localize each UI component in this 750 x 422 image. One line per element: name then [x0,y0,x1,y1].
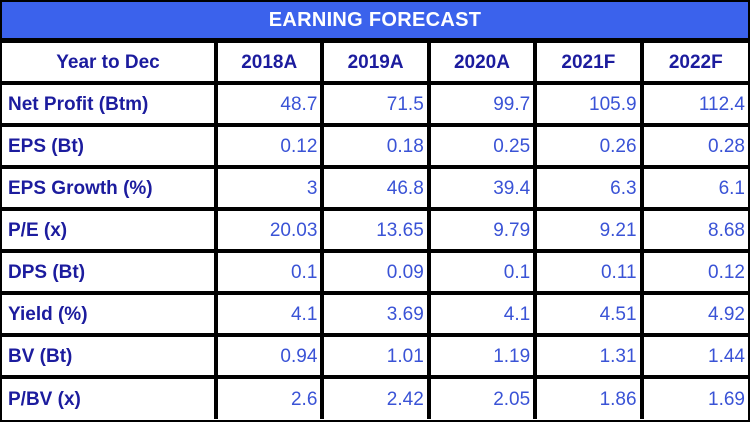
value-cell: 4.1 [213,291,325,337]
table-row: Yield (%) 4.1 3.69 4.1 4.51 4.92 [2,291,748,337]
forecast-table: Year to Dec 2018A 2019A 2020A 2021F 2022F Net… [2,43,748,419]
value-cell: 6.3 [533,165,644,211]
table-row: P/BV (x) 2.6 2.42 2.05 1.86 1.69 [2,375,748,419]
table-row: Net Profit (Btm) 48.7 71.5 99.7 105.9 112.4 [2,81,748,127]
value-cell: 0.26 [533,123,644,169]
row-label: BV (Bt) [2,333,218,379]
value-cell: 2.42 [320,375,431,419]
value-cell: 13.65 [320,207,431,253]
value-cell: 0.25 [426,123,538,169]
value-cell: 39.4 [426,165,538,211]
value-cell: 0.94 [213,333,325,379]
column-header-year-to-dec: Year to Dec [2,43,218,85]
value-cell: 112.4 [639,81,748,127]
table-body: Net Profit (Btm) 48.7 71.5 99.7 105.9 112.4 EP… [2,81,748,419]
value-cell: 0.12 [639,249,748,295]
value-cell: 1.01 [320,333,431,379]
table-title: EARNING FORECAST [268,8,482,31]
value-cell: 2.05 [426,375,538,419]
table-row: BV (Bt) 0.94 1.01 1.19 1.31 1.44 [2,333,748,379]
column-header-2021f: 2021F [533,43,644,85]
value-cell: 9.21 [533,207,644,253]
value-cell: 1.31 [533,333,644,379]
value-cell: 9.79 [426,207,538,253]
value-cell: 1.19 [426,333,538,379]
table-header: Year to Dec 2018A 2019A 2020A 2021F 2022F [2,43,748,85]
value-cell: 8.68 [639,207,748,253]
table-row: DPS (Bt) 0.1 0.09 0.1 0.11 0.12 [2,249,748,295]
value-cell: 71.5 [320,81,431,127]
value-cell: 0.1 [213,249,325,295]
value-cell: 105.9 [533,81,644,127]
value-cell: 0.28 [639,123,748,169]
value-cell: 4.51 [533,291,644,337]
value-cell: 1.44 [639,333,748,379]
value-cell: 4.1 [426,291,538,337]
value-cell: 0.11 [533,249,644,295]
value-cell: 0.09 [320,249,431,295]
value-cell: 0.18 [320,123,431,169]
value-cell: 1.86 [533,375,644,419]
value-cell: 3.69 [320,291,431,337]
table-row: EPS Growth (%) 3 46.8 39.4 6.3 6.1 [2,165,748,211]
row-label: EPS (Bt) [2,123,218,169]
row-label: Net Profit (Btm) [2,81,218,127]
value-cell: 20.03 [213,207,325,253]
table-title-bar: EARNING FORECAST [2,2,748,43]
value-cell: 48.7 [213,81,325,127]
value-cell: 1.69 [639,375,748,419]
column-header-2020a: 2020A [426,43,538,85]
column-header-2018a: 2018A [213,43,325,85]
value-cell: 0.1 [426,249,538,295]
column-header-2022f: 2022F [639,43,748,85]
value-cell: 99.7 [426,81,538,127]
row-label: EPS Growth (%) [2,165,218,211]
value-cell: 4.92 [639,291,748,337]
column-header-2019a: 2019A [320,43,431,85]
value-cell: 6.1 [639,165,748,211]
value-cell: 46.8 [320,165,431,211]
row-label: P/BV (x) [2,375,218,419]
value-cell: 0.12 [213,123,325,169]
row-label: DPS (Bt) [2,249,218,295]
row-label: Yield (%) [2,291,218,337]
table-row: P/E (x) 20.03 13.65 9.79 9.21 8.68 [2,207,748,253]
value-cell: 3 [213,165,325,211]
value-cell: 2.6 [213,375,325,419]
row-label: P/E (x) [2,207,218,253]
header-row: Year to Dec 2018A 2019A 2020A 2021F 2022F [2,43,748,85]
table-row: EPS (Bt) 0.12 0.18 0.25 0.26 0.28 [2,123,748,169]
